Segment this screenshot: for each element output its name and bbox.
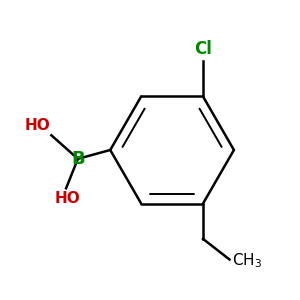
Text: HO: HO — [24, 118, 50, 133]
Text: HO: HO — [55, 191, 80, 206]
Text: B: B — [71, 150, 85, 168]
Text: Cl: Cl — [194, 40, 212, 58]
Text: CH$_3$: CH$_3$ — [232, 252, 262, 270]
